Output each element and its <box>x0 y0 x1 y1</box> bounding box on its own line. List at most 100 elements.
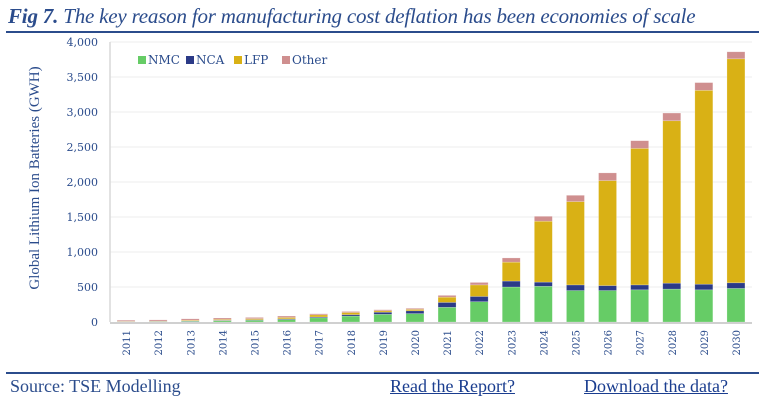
bar-nmc-2023 <box>501 286 521 323</box>
bar-nmc-2022 <box>469 301 489 323</box>
bar-stack-2026 <box>598 172 617 323</box>
x-tick-label: 2025 <box>571 330 582 355</box>
bar-lfp-2030 <box>726 58 746 284</box>
bar-stack-2018 <box>341 311 361 323</box>
y-tick-label: 1,000 <box>67 246 99 259</box>
bar-other-2015 <box>245 317 264 319</box>
bar-lfp-2017 <box>309 314 328 318</box>
axes <box>109 42 752 324</box>
bar-other-2012 <box>148 319 168 322</box>
bars <box>116 51 746 323</box>
figure-title: Fig 7. The key reason for manufacturing … <box>8 4 758 29</box>
bar-nca-2028 <box>662 282 682 290</box>
bar-stack-2021 <box>437 295 457 323</box>
bar-other-2029 <box>694 82 714 91</box>
bar-stack-2027 <box>630 140 649 323</box>
bar-nmc-2020 <box>405 313 425 323</box>
bar-stack-2011 <box>116 319 136 323</box>
bar-lfp-2022 <box>469 284 489 297</box>
legend-label: NMC <box>148 53 180 67</box>
bar-other-2020 <box>405 308 425 310</box>
bar-other-2028 <box>662 112 682 122</box>
bar-lfp-2025 <box>566 201 585 286</box>
figure-label: Fig 7. <box>8 4 59 28</box>
bar-lfp-2029 <box>694 89 714 285</box>
bar-stack-2028 <box>662 112 682 323</box>
bar-nmc-2017 <box>309 317 328 323</box>
bar-nmc-2024 <box>534 286 553 323</box>
bar-stack-2022 <box>469 282 489 323</box>
bar-nmc-2028 <box>662 288 682 323</box>
bar-lfp-2023 <box>501 261 521 282</box>
bar-nca-2023 <box>501 280 521 288</box>
y-tick-label: 3,500 <box>67 71 99 84</box>
bar-stack-2014 <box>213 317 232 323</box>
bar-other-2022 <box>469 282 489 286</box>
bar-lfp-2028 <box>662 120 682 284</box>
bar-stack-2020 <box>405 308 425 323</box>
bar-other-2021 <box>437 295 457 298</box>
x-tick-label: 2030 <box>732 330 743 355</box>
bar-nca-2024 <box>534 281 553 287</box>
x-tick-label: 2014 <box>218 330 229 355</box>
bar-other-2025 <box>566 195 585 202</box>
x-tick-label: 2017 <box>315 330 326 355</box>
download-data-link[interactable]: Download the data? <box>584 376 728 396</box>
bar-lfp-2024 <box>534 220 553 283</box>
bar-stack-2013 <box>180 318 200 323</box>
bar-nca-2020 <box>405 310 425 314</box>
y-tick-label: 0 <box>91 316 98 329</box>
x-tick-labels: 2011 2012 2013 2014 2015 2016 2017 2018 2019 2020… <box>122 330 743 355</box>
y-tick-label: 2,500 <box>67 141 99 154</box>
legend-item-lfp: LFP <box>234 53 268 67</box>
bar-lfp-2021 <box>437 296 457 303</box>
bar-stack-2015 <box>245 317 264 323</box>
bar-other-2019 <box>373 309 393 312</box>
y-tick-labels: 0 500 1,000 1,500 2,000 2,500 3,000 3,500 4,000 <box>67 36 99 329</box>
legend-swatch <box>138 56 146 64</box>
bar-other-2024 <box>534 216 553 222</box>
x-tick-label: 2029 <box>700 330 711 355</box>
legend-label: Other <box>292 53 327 67</box>
legend: NMC NCA LFP Other <box>138 53 327 67</box>
bar-other-2014 <box>213 317 232 320</box>
x-tick-label: 2013 <box>186 330 197 355</box>
bar-stack-2023 <box>501 257 521 323</box>
x-tick-label: 2019 <box>379 330 390 355</box>
y-axis-label: Global Lithium Ion Batteries (GWH) <box>27 66 43 289</box>
title-divider <box>6 31 759 33</box>
source-note: Source: TSE Modelling <box>10 376 181 396</box>
x-tick-label: 2015 <box>250 330 261 355</box>
x-tick-label: 2028 <box>668 330 679 355</box>
x-tick-label: 2027 <box>636 330 647 355</box>
bar-stack-2030 <box>726 51 746 323</box>
bar-stack-2029 <box>694 82 714 323</box>
bar-lfp-2016 <box>277 317 296 320</box>
legend-swatch <box>234 56 242 64</box>
bar-nca-2027 <box>630 284 649 291</box>
x-tick-label: 2022 <box>475 330 486 355</box>
legend-item-nca: NCA <box>186 53 225 67</box>
bar-stack-2017 <box>309 313 328 323</box>
bar-nmc-2030 <box>726 288 746 323</box>
bar-stack-2025 <box>566 195 585 323</box>
stacked-bar-chart: 05001,0001,5002,0002,5003,0003,5004,000 … <box>27 36 752 355</box>
bar-nmc-2016 <box>277 319 296 323</box>
bar-nmc-2027 <box>630 289 649 323</box>
figure-title-text: The key reason for manufacturing cost de… <box>63 4 696 28</box>
legend-label: NCA <box>196 53 225 67</box>
bar-lfp-2027 <box>630 148 649 286</box>
legend-swatch <box>282 56 290 64</box>
bar-other-2026 <box>598 172 617 181</box>
bar-other-2027 <box>630 140 649 149</box>
bar-other-2030 <box>726 51 746 60</box>
read-report-link[interactable]: Read the Report? <box>390 376 515 396</box>
bar-nmc-2021 <box>437 306 457 323</box>
bar-lfp-2018 <box>341 312 361 315</box>
bar-nmc-2026 <box>598 290 617 323</box>
bar-stack-2024 <box>534 216 553 323</box>
y-tick-label: 4,000 <box>67 36 99 49</box>
legend-item-other: Other <box>282 53 327 67</box>
x-tick-label: 2018 <box>347 330 358 355</box>
bar-other-2017 <box>309 313 328 316</box>
